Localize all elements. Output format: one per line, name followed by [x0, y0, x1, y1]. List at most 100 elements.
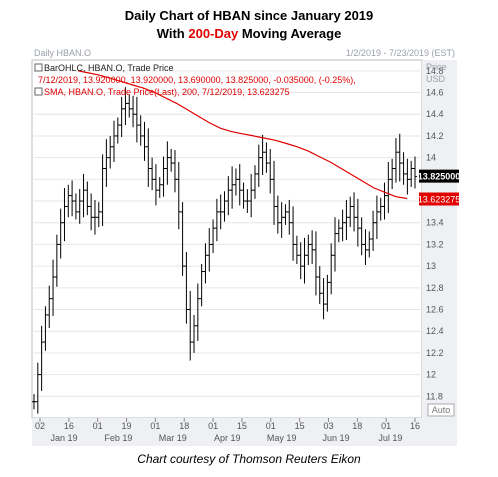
ohlc-bar — [131, 95, 136, 128]
y-tick-label: 12.2 — [426, 348, 444, 358]
ohlc-bar — [275, 195, 280, 234]
x-day-label: 16 — [410, 421, 420, 431]
ohlc-legend-line1: BarOHLC, HBAN.O, Trade Price — [44, 63, 174, 73]
ohlc-bar — [313, 231, 318, 296]
ohlc-bar — [241, 182, 246, 209]
ohlc-bar — [35, 362, 40, 414]
ohlc-bar — [272, 160, 277, 225]
ohlc-bar — [355, 198, 360, 247]
ohlc-bar — [172, 150, 177, 193]
ohlc-bar — [348, 196, 353, 228]
y-tick-label: 13 — [426, 261, 436, 271]
ohlc-bar — [298, 242, 303, 280]
sma-200-line — [77, 70, 408, 200]
y-tick-label: 12.4 — [426, 326, 444, 336]
ohlc-bar — [325, 274, 330, 312]
price-axis-panel — [422, 60, 457, 418]
ohlc-bar — [192, 314, 197, 353]
x-day-label: 15 — [237, 421, 247, 431]
chart-title: Daily Chart of HBAN since January 2019 — [124, 8, 374, 23]
ohlc-bar — [317, 266, 322, 305]
ohlc-legend-checkbox[interactable] — [34, 63, 43, 72]
ohlc-bar — [363, 229, 368, 266]
ohlc-bar — [279, 202, 284, 238]
ohlc-bar — [233, 168, 238, 196]
ohlc-bar — [378, 197, 383, 221]
ohlc-bar — [157, 177, 162, 198]
ohlc-bar — [294, 235, 299, 264]
ohlc-bar — [47, 285, 52, 328]
price-chart[interactable]: 11.81212.212.412.612.81313.213.413.613.8… — [0, 0, 498, 450]
ohlc-bar — [393, 138, 398, 183]
x-month-label: Jan 19 — [50, 433, 77, 443]
ohlc-bar — [287, 199, 292, 235]
ohlc-bar — [321, 278, 326, 320]
y-tick-label: 14.2 — [426, 131, 444, 141]
ohlc-bar — [306, 234, 311, 266]
y-tick-label: 12.6 — [426, 305, 444, 315]
ohlc-bar — [134, 96, 139, 143]
ohlc-bar — [207, 228, 212, 272]
ohlc-bar — [146, 128, 151, 187]
ohlc-bar — [100, 154, 105, 226]
ohlc-bar — [73, 193, 78, 220]
ohlc-bar — [92, 199, 97, 235]
subtitle-highlight: 200-Day — [188, 26, 239, 41]
ohlc-bar — [211, 219, 216, 254]
ohlc-bar — [199, 263, 204, 307]
ohlc-bar — [161, 156, 166, 197]
x-month-label: May 19 — [267, 433, 297, 443]
ohlc-bar — [85, 181, 90, 216]
ohlc-bar — [180, 202, 185, 276]
x-day-label: 19 — [122, 421, 132, 431]
y-tick-label: 14.4 — [426, 109, 444, 119]
x-month-label: Jul 19 — [378, 433, 402, 443]
ohlc-bar — [291, 206, 296, 261]
y-tick-label: 14 — [426, 153, 436, 163]
ohlc-bar — [252, 165, 257, 199]
x-axis: 02 16 01 19 01 18 01 15 01 15 03 18 01 16 Jan 19 Feb 19… — [35, 418, 420, 443]
ohlc-bar — [237, 164, 242, 206]
ohlc-bar — [142, 121, 147, 161]
ohlc-bar — [352, 192, 357, 232]
y-tick-label: 13.2 — [426, 239, 444, 249]
sma-value-badge — [419, 192, 459, 206]
ohlc-bar — [264, 142, 269, 173]
ohlc-bar — [218, 194, 223, 230]
x-day-label: 15 — [295, 421, 305, 431]
ohlc-bar — [138, 115, 143, 146]
ohlc-bar — [195, 283, 200, 341]
ohlc-bar — [245, 189, 250, 213]
x-day-label: 01 — [208, 421, 218, 431]
auto-scale-button[interactable] — [427, 403, 455, 417]
ohlc-bar — [390, 158, 395, 190]
ohlc-bar — [409, 160, 414, 187]
ohlc-bar — [153, 164, 158, 206]
ohlc-bar — [367, 231, 372, 258]
ohlc-bar — [230, 166, 235, 209]
ohlc-bar — [51, 259, 56, 317]
sma-legend-checkbox[interactable] — [34, 87, 43, 96]
ohlc-bar — [89, 193, 94, 231]
ohlc-bar — [226, 176, 231, 216]
ohlc-bar — [32, 394, 36, 410]
x-day-label: 01 — [381, 421, 391, 431]
last-price-value: 13.825000 — [418, 172, 461, 182]
x-day-label: 18 — [352, 421, 362, 431]
x-month-label: Feb 19 — [104, 433, 132, 443]
header-left: Daily HBAN.O — [34, 48, 91, 58]
ohlc-bar — [249, 173, 254, 218]
sma-legend-line: SMA, HBAN.O, Trade Price(Last), 200, 7/1… — [44, 87, 290, 97]
ohlc-bar — [203, 243, 208, 284]
x-day-label: 03 — [323, 421, 333, 431]
ohlc-bar — [184, 252, 189, 324]
chart-subtitle: With 200-Day Moving Average — [0, 26, 498, 41]
ohlc-bar — [283, 204, 288, 225]
ohlc-bar — [382, 182, 387, 220]
header-right: 1/2/2019 - 7/23/2019 (EST) — [346, 48, 455, 58]
ohlc-legend-line2: 7/12/2019, 13.920000, 13.920000, 13.6900… — [38, 75, 356, 85]
x-day-label: 01 — [150, 421, 160, 431]
y-tick-label: 13.4 — [426, 218, 444, 228]
ohlc-bar — [405, 158, 410, 195]
y-tick-label: 11.8 — [426, 391, 443, 401]
